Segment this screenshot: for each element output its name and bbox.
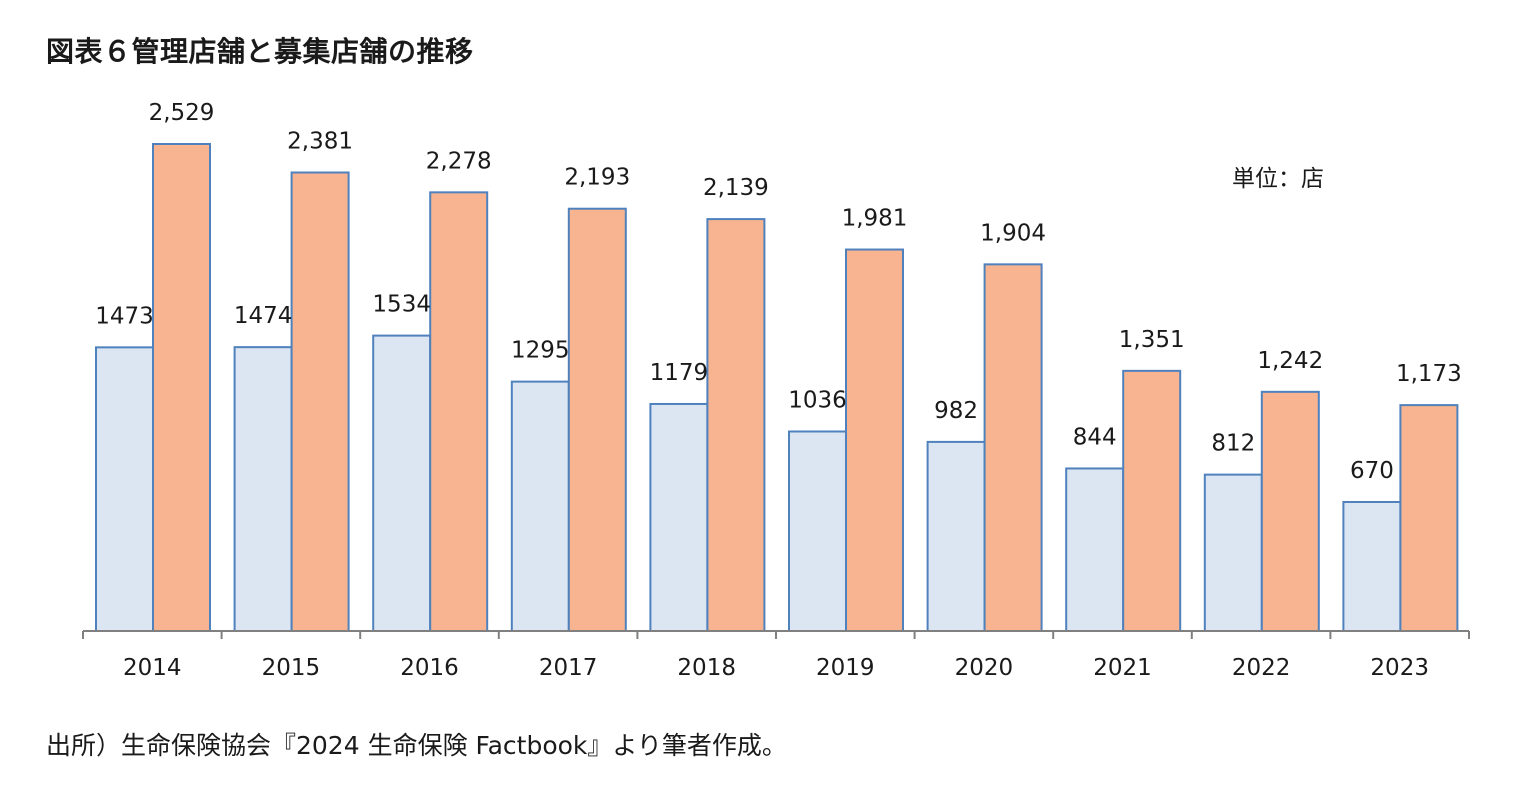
data-label-s2-2022: 1,242 (1257, 348, 1323, 374)
bar-s1-2019 (788, 430, 847, 632)
bar-s1-2022 (1203, 473, 1263, 633)
chart-title: 図表６管理店舗と募集店舗の推移 (46, 35, 474, 68)
bar-s1-2016 (372, 334, 432, 632)
bar-s1-2014 (95, 346, 154, 632)
data-label-s1-2017: 1295 (511, 338, 570, 364)
data-labels-layer: 1473 1474 1534 1295 1179 1036 982 844 812 670 2,52… (95, 100, 1462, 484)
x-tick-label-2022: 2022 (1232, 655, 1291, 681)
bar-s2-2016 (429, 191, 489, 632)
data-label-s1-2020: 982 (934, 398, 978, 424)
x-axis: 2014 2015 2016 2017 2018 2019 2020 2021 2022 2023 (82, 630, 1470, 681)
data-label-s2-2021: 1,351 (1119, 327, 1185, 353)
data-label-s2-2014: 2,529 (149, 100, 215, 126)
x-tick-label-2023: 2023 (1370, 655, 1429, 681)
bar-s2-2018 (706, 218, 766, 632)
bars-layer (95, 143, 1459, 633)
bar-s1-2015 (233, 346, 293, 632)
bar-s2-2023 (1399, 404, 1459, 632)
data-label-s2-2017: 2,193 (564, 165, 630, 191)
data-label-s1-2018: 1179 (650, 360, 709, 386)
x-tick-label-2021: 2021 (1093, 655, 1152, 681)
x-tick-label-2018: 2018 (677, 655, 736, 681)
bar-s2-2015 (290, 171, 350, 632)
data-label-s1-2016: 1534 (372, 292, 431, 318)
bar-s1-2020 (926, 440, 986, 632)
bar-s2-2017 (567, 207, 627, 633)
bar-s2-2020 (983, 263, 1043, 632)
x-tick-label-2020: 2020 (955, 655, 1014, 681)
x-tick-label-2016: 2016 (400, 655, 459, 681)
bar-s1-2017 (510, 380, 570, 633)
x-tick-label-2014: 2014 (123, 655, 182, 681)
bar-s1-2021 (1065, 467, 1125, 632)
data-label-s2-2023: 1,173 (1396, 361, 1462, 387)
data-label-s2-2015: 2,381 (287, 128, 353, 154)
data-label-s2-2019: 1,981 (842, 206, 908, 232)
bar-s2-2021 (1122, 369, 1182, 632)
data-label-s1-2021: 844 (1073, 424, 1117, 450)
bar-chart: 1473 1474 1534 1295 1179 1036 982 844 812 670 2,52… (82, 100, 1470, 681)
source-note: 出所）生命保険協会『2024 生命保険 Factbook』より筆者作成。 (46, 731, 787, 760)
bar-s2-2014 (152, 143, 211, 632)
x-tick-label-2015: 2015 (262, 655, 321, 681)
data-label-s1-2015: 1474 (234, 303, 293, 329)
bar-s1-2018 (649, 402, 709, 632)
data-label-s2-2016: 2,278 (426, 148, 492, 174)
data-label-s1-2022: 812 (1211, 431, 1255, 457)
x-tick-label-2019: 2019 (816, 655, 875, 681)
bar-s2-2022 (1260, 390, 1320, 632)
bar-s1-2023 (1342, 500, 1402, 632)
data-label-s2-2020: 1,904 (980, 220, 1046, 246)
bar-s2-2019 (845, 248, 904, 632)
data-label-s1-2019: 1036 (788, 388, 847, 414)
data-label-s2-2018: 2,139 (703, 175, 769, 201)
data-label-s1-2023: 670 (1350, 458, 1394, 484)
unit-note: 単位：店 (1232, 166, 1324, 192)
x-tick-label-2017: 2017 (539, 655, 598, 681)
data-label-s1-2014: 1473 (95, 303, 154, 329)
